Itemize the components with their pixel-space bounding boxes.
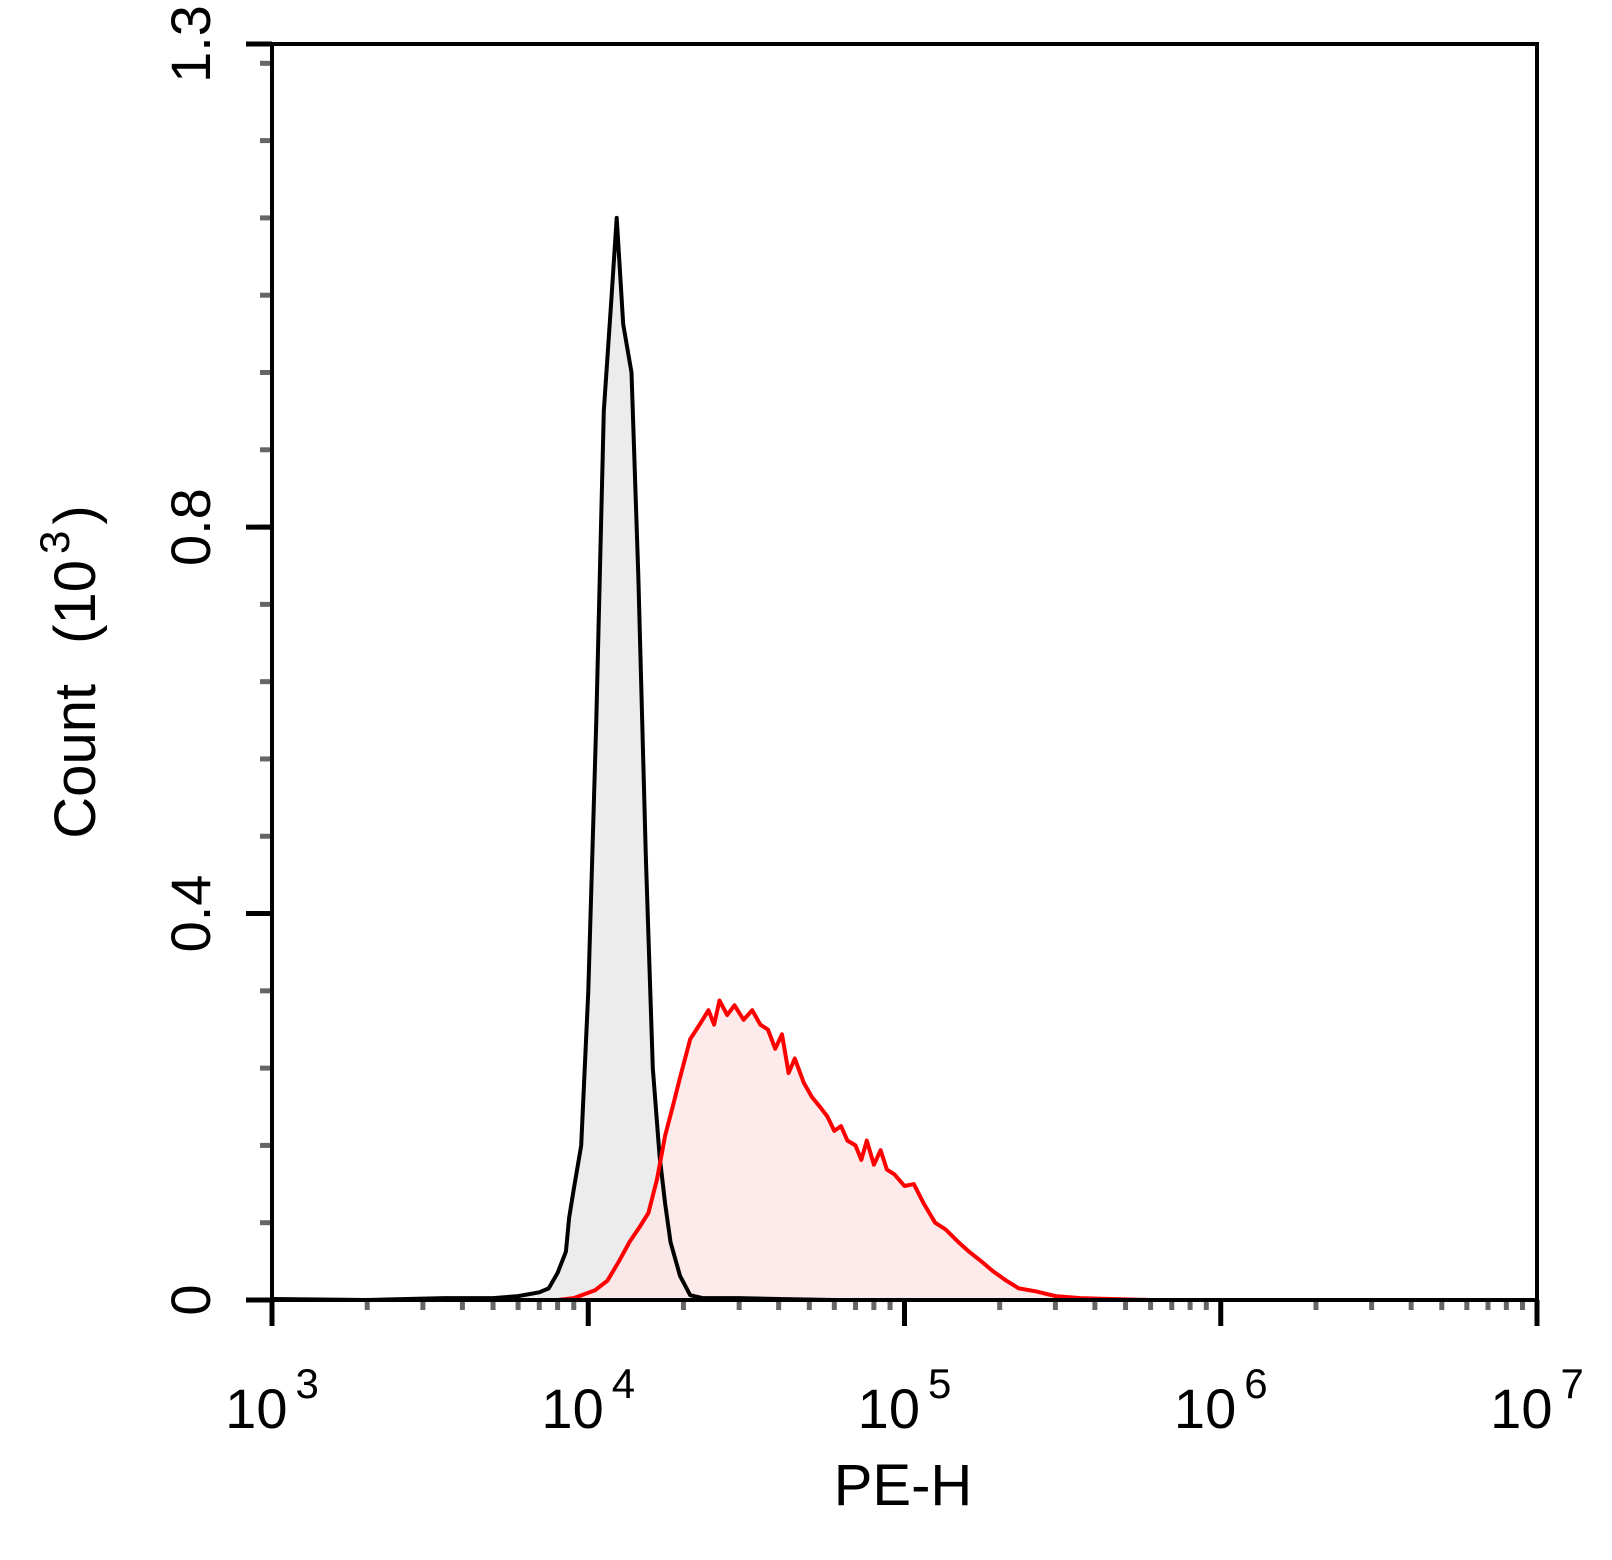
x-tick-label-exp: 4: [612, 1360, 635, 1407]
x-axis-label: PE-H: [834, 1453, 973, 1518]
y-tick-label-2: 0.8: [159, 488, 222, 566]
y-tick-labels: 0 0.4 0.8 1.3: [159, 5, 222, 1316]
series-1-line: [518, 998, 1537, 1302]
y-axis-label-unit-exp: 3: [31, 531, 78, 554]
x-tick-label-base: 10: [858, 1377, 920, 1440]
x-tick-label-base: 10: [225, 1377, 287, 1440]
y-axis-label-main: Count: [43, 684, 108, 839]
series-0-line: [271, 215, 835, 1302]
x-tick-label-0: 10 3: [225, 1360, 319, 1440]
x-tick-label-exp: 7: [1560, 1360, 1583, 1407]
x-tick-label-3: 10 6: [1174, 1360, 1268, 1440]
x-tick-label-base: 10: [541, 1377, 603, 1440]
y-axis-label-unit: (10: [43, 560, 108, 644]
x-tick-labels: 10 3 10 4 10 5 10 6 10 7: [225, 1360, 1584, 1440]
y-axis-label-unit-close: ): [43, 505, 108, 524]
series-layer: [271, 215, 1537, 1302]
y-tick-label-3: 1.3: [159, 5, 222, 83]
x-tick-label-exp: 5: [928, 1360, 951, 1407]
y-tick-label-1: 0.4: [159, 875, 222, 953]
x-tick-label-exp: 6: [1244, 1360, 1267, 1407]
plot-frame: [270, 42, 1539, 1302]
axis-layer: [246, 41, 1540, 1326]
x-tick-label-base: 10: [1174, 1377, 1236, 1440]
x-tick-label-4: 10 7: [1490, 1360, 1584, 1440]
x-tick-label-1: 10 4: [541, 1360, 635, 1440]
y-axis-label: Count (10 3): [31, 505, 108, 838]
series-1-fill: [518, 1000, 1537, 1300]
x-tick-label-base: 10: [1490, 1377, 1552, 1440]
x-tick-label-2: 10 5: [858, 1360, 952, 1440]
x-tick-label-exp: 3: [295, 1360, 318, 1407]
y-tick-label-0: 0: [159, 1284, 222, 1315]
